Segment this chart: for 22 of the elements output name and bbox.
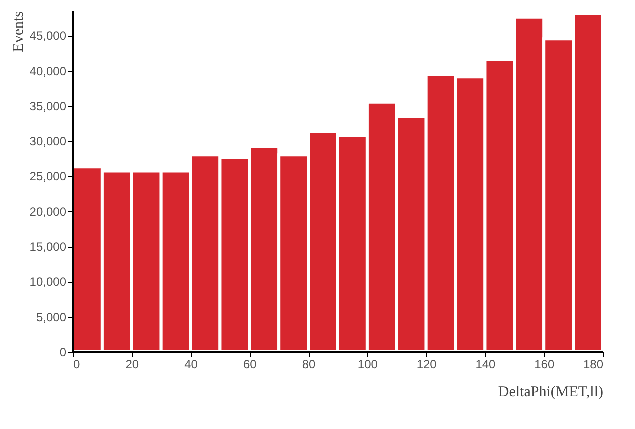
- y-tick-label: 45,000: [30, 29, 67, 44]
- y-tick-label: 10,000: [30, 275, 67, 290]
- x-tick-label: 80: [302, 358, 316, 372]
- x-tick-label: 160: [534, 358, 555, 372]
- y-tick-label: 20,000: [30, 204, 67, 219]
- x-tick-label: 0: [74, 358, 80, 372]
- x-tick-label: 180: [583, 358, 604, 372]
- y-tick-label: 0: [60, 346, 67, 360]
- y-tick-label: 35,000: [30, 99, 67, 114]
- y-tick-label: 25,000: [30, 170, 67, 184]
- y-axis-title: Events: [10, 11, 27, 52]
- x-tick-label: 40: [184, 358, 198, 372]
- y-tick-label: 15,000: [30, 240, 67, 254]
- x-tick-label: 100: [358, 358, 378, 372]
- y-tick-label: 30,000: [30, 134, 67, 149]
- x-tick-label: 60: [243, 358, 258, 372]
- y-tick-label: 40,000: [30, 64, 67, 78]
- x-tick-label: 20: [126, 358, 140, 372]
- x-axis-title: DeltaPhi(MET,ll): [498, 384, 604, 400]
- y-tick-label: 5,000: [36, 310, 67, 324]
- x-tick-label: 120: [416, 358, 438, 372]
- x-tick-label: 140: [476, 358, 496, 372]
